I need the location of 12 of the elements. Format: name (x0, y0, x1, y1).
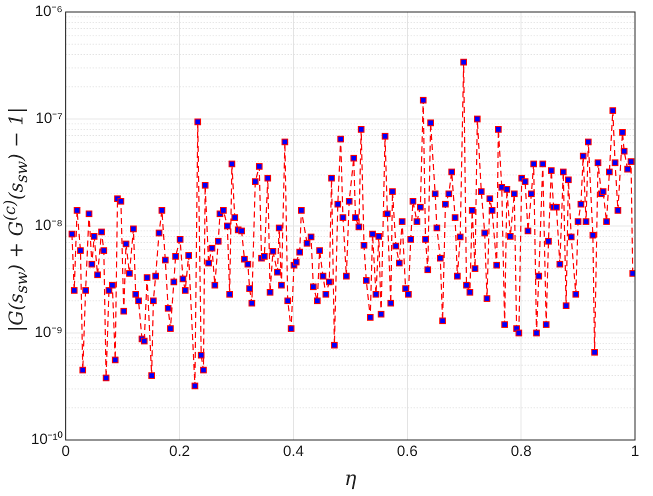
y-tick-label: 10⁻⁸ (34, 217, 63, 234)
y-tick-label: 10⁻⁶ (34, 3, 63, 20)
x-tick-label: 0.4 (282, 443, 304, 460)
x-tick-label: 0 (62, 443, 70, 460)
x-tick-label: 0.6 (396, 443, 418, 460)
y-tick-label: 10⁻¹⁰ (30, 431, 63, 448)
x-axis-title: η (344, 466, 356, 490)
x-tick-label: 1 (630, 443, 640, 460)
y-tick-label: 10⁻⁷ (36, 110, 63, 128)
x-tick-label: 0.8 (510, 443, 532, 460)
y-tick-label: 10⁻⁹ (34, 324, 63, 342)
x-tick-label: 0.2 (169, 443, 190, 460)
